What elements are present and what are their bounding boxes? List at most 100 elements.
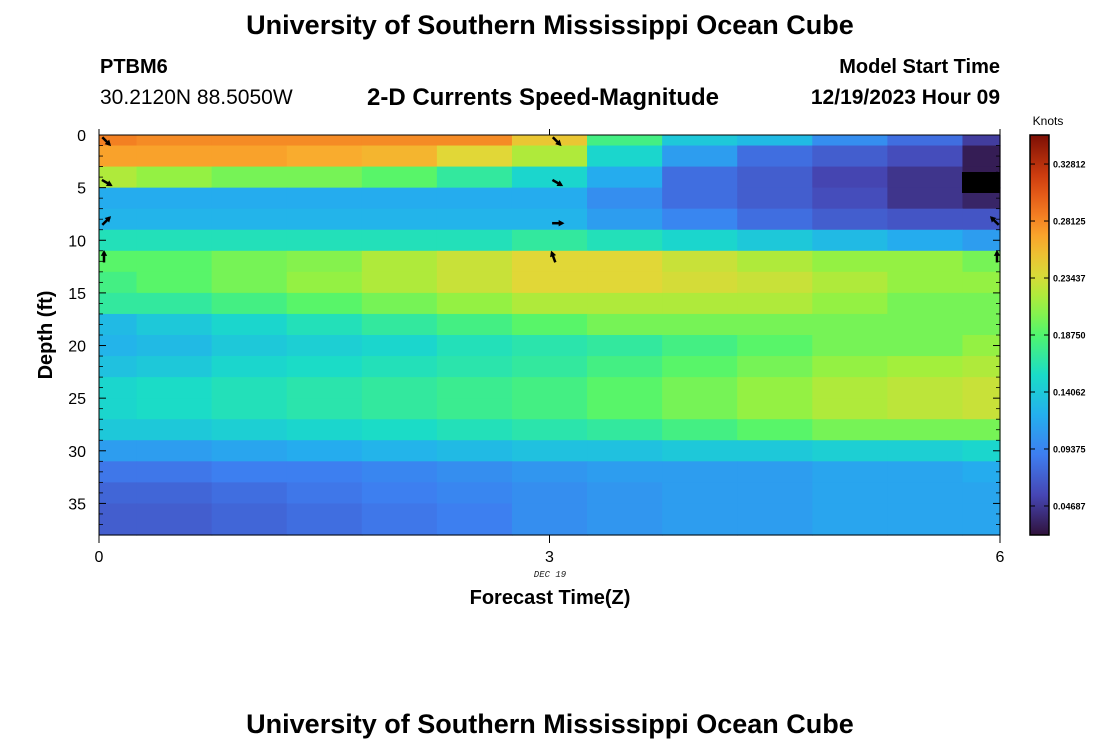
heatmap-cell [662, 503, 738, 536]
heatmap-cell [511, 166, 588, 189]
heatmap-cell [737, 461, 813, 483]
heatmap-cell [286, 229, 363, 252]
heatmap-cell [662, 335, 738, 357]
heatmap-cell [361, 419, 438, 441]
heatmap-cell [887, 145, 964, 168]
vector-head [104, 216, 112, 223]
x-tick-label: 3 [545, 549, 554, 566]
heatmap-cell [812, 440, 888, 462]
heatmap-cell [211, 482, 288, 505]
heatmap-cell [99, 377, 138, 399]
heatmap-cell [812, 166, 888, 189]
heatmap-cell [286, 377, 363, 399]
heatmap-cell [99, 229, 138, 252]
heatmap-cell [887, 208, 964, 231]
heatmap-cell [211, 398, 288, 420]
heatmap-cell [286, 482, 363, 505]
heatmap-cell [436, 440, 513, 462]
heatmap-cell [136, 377, 213, 399]
heatmap-cell [962, 461, 1001, 483]
heatmap-cell [286, 292, 363, 315]
heatmap-cell [812, 135, 888, 147]
heatmap-cell [587, 503, 663, 536]
heatmap-cell [662, 187, 738, 210]
heatmap-cell [99, 398, 138, 420]
vector-head [104, 139, 112, 147]
heatmap-cell [887, 461, 964, 483]
heatmap-cell [211, 461, 288, 483]
y-tick-label: 20 [68, 339, 86, 356]
station-id: PTBM6 [100, 56, 168, 78]
heatmap-cell [99, 187, 138, 210]
current-vector-arrow [550, 250, 557, 263]
heatmap-cell [286, 135, 363, 147]
heatmap-cell [662, 145, 738, 168]
current-vector-arrow [993, 171, 1001, 184]
heatmap-cell [99, 145, 138, 168]
colorbar-tick-label: 0.09375 [1053, 444, 1086, 454]
heatmap-cells [99, 135, 1001, 536]
heatmap-cell [887, 335, 964, 357]
heatmap-cell [737, 440, 813, 462]
heatmap-cell [211, 313, 288, 336]
current-vector-arrow [989, 216, 1000, 226]
colorbar-label: Knots [1033, 114, 1064, 128]
heatmap-cell [962, 419, 1001, 441]
heatmap-cell [136, 229, 213, 252]
heatmap-cell [962, 208, 1001, 231]
colorbar-tick-label: 0.28125 [1053, 217, 1086, 227]
heatmap-cell [662, 440, 738, 462]
heatmap-cell [812, 377, 888, 399]
heatmap-cell [737, 208, 813, 231]
heatmap-cell [587, 271, 663, 294]
heatmap-cell [662, 292, 738, 315]
heatmap-cell [812, 187, 888, 210]
heatmap-cell [99, 356, 138, 378]
heatmap-cell [99, 503, 138, 536]
heatmap-cell [511, 208, 588, 231]
heatmap-cell [887, 398, 964, 420]
chart-title: 2-D Currents Speed-Magnitude [367, 84, 720, 111]
heatmap-cell [511, 335, 588, 357]
heatmap-cell [286, 166, 363, 189]
heatmap-cell [511, 187, 588, 210]
heatmap-cell [361, 229, 438, 252]
heatmap-cell [812, 271, 888, 294]
heatmap-cell [662, 250, 738, 273]
heatmap-cell [962, 187, 1001, 210]
heatmap-cell [436, 145, 513, 168]
heatmap-cell [662, 419, 738, 441]
heatmap-cell [511, 271, 588, 294]
heatmap-cell [436, 419, 513, 441]
heatmap-cell [511, 461, 588, 483]
heatmap-cell [136, 419, 213, 441]
station-coordinates: 30.2120N 88.5050W [100, 86, 293, 109]
heatmap-cell [136, 208, 213, 231]
heatmap-cell [887, 166, 964, 189]
heatmap-cell [737, 250, 813, 273]
heatmap-cell [812, 461, 888, 483]
heatmap-cell [587, 335, 663, 357]
heatmap-cell [286, 187, 363, 210]
heatmap-cell [136, 356, 213, 378]
heatmap-cell [511, 503, 588, 536]
heatmap-cell [587, 166, 663, 189]
heatmap-cell [361, 166, 438, 189]
heatmap-cell [812, 145, 888, 168]
heatmap-cell [962, 482, 1001, 505]
heatmap-cell [887, 229, 964, 252]
x-axis-label: Forecast Time(Z) [470, 587, 631, 609]
heatmap-cell [286, 271, 363, 294]
heatmap-cell [436, 503, 513, 536]
heatmap-cell [587, 461, 663, 483]
heatmap-cell [361, 440, 438, 462]
current-vector-arrow [101, 216, 112, 226]
heatmap-cell [511, 377, 588, 399]
heatmap-cell [99, 208, 138, 231]
heatmap-cell [511, 482, 588, 505]
heatmap-cell [361, 482, 438, 505]
y-tick-label: 35 [68, 496, 86, 513]
model-start-label: Model Start Time [839, 56, 1000, 78]
heatmap-cell [812, 356, 888, 378]
